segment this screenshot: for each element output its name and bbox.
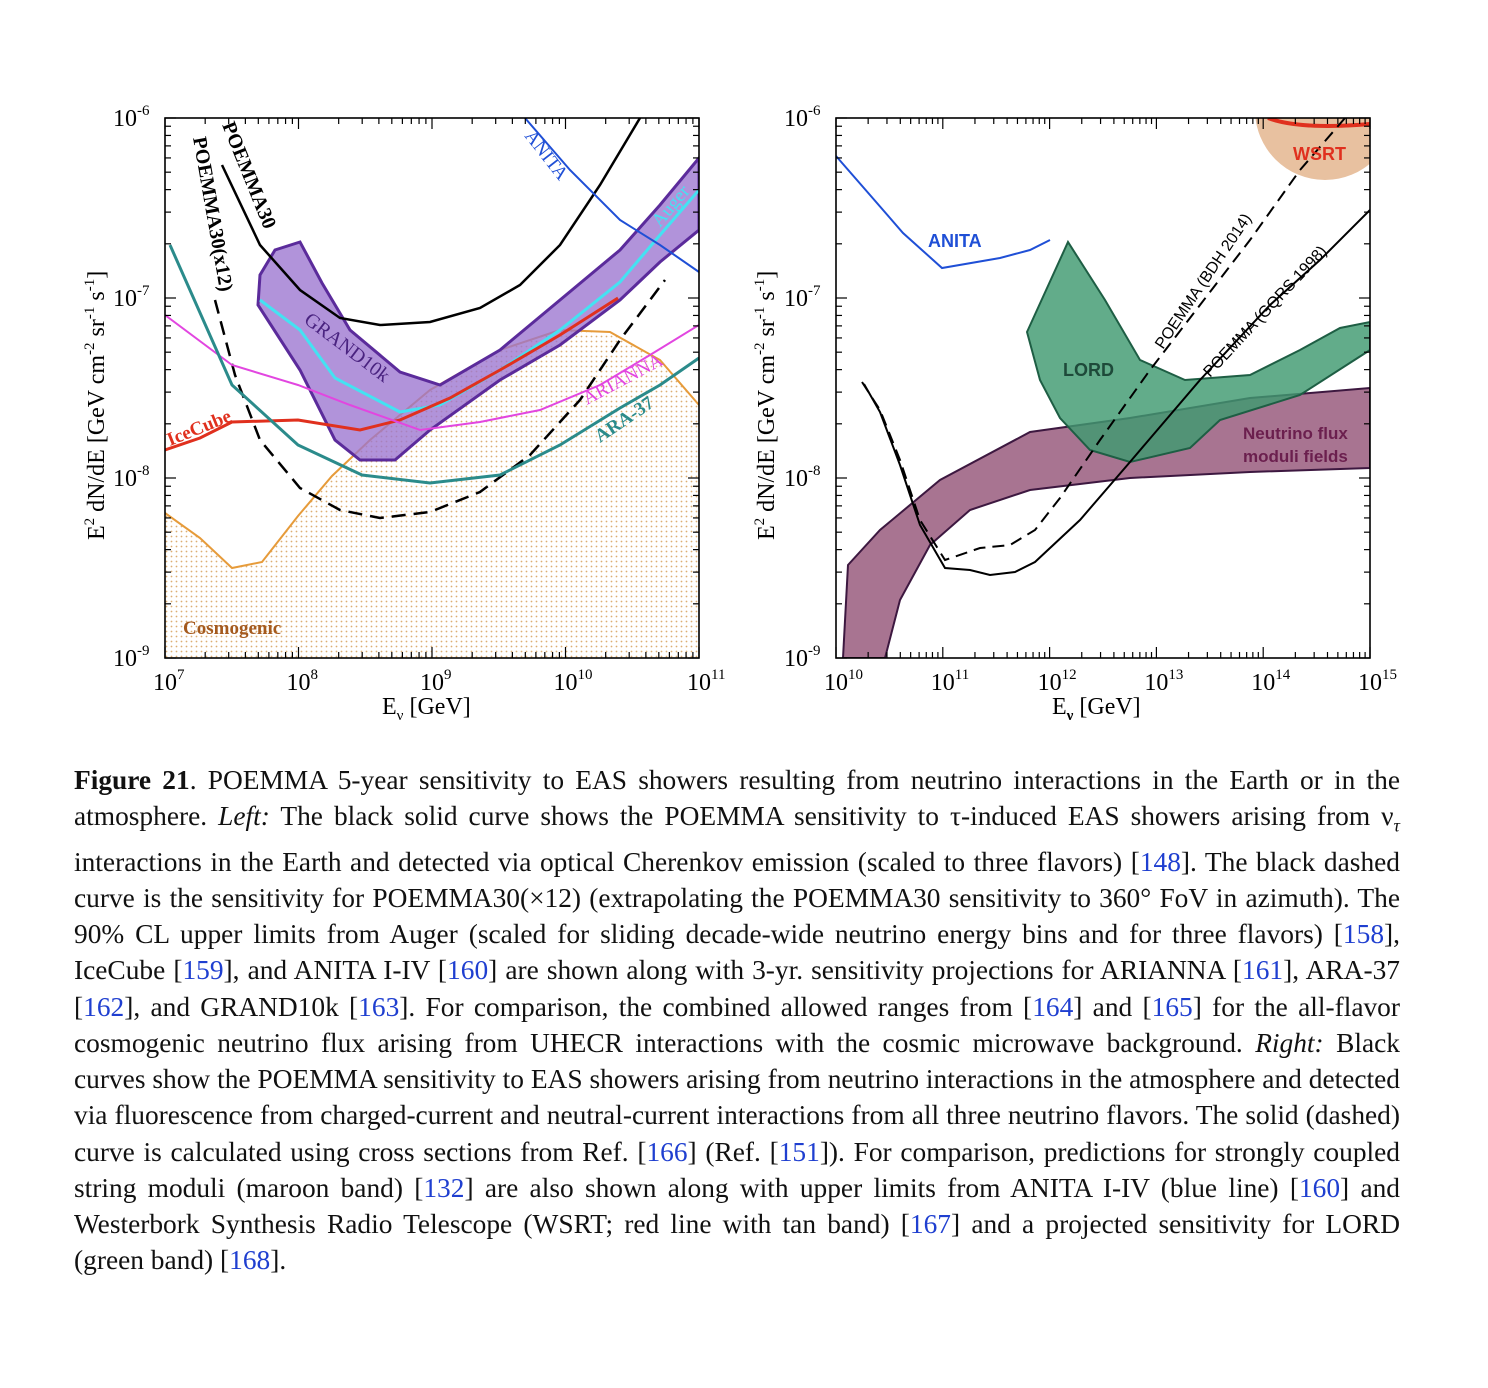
ref-159[interactable]: 159 <box>182 955 224 986</box>
caption-text: ]. The black dashed curve is the sensiti… <box>74 846 1400 950</box>
ref-163[interactable]: 163 <box>358 991 400 1022</box>
left-x-tick-label: 109 <box>420 667 452 696</box>
ref-167[interactable]: 167 <box>909 1208 951 1239</box>
label-icecube: IceCube <box>164 406 235 451</box>
ref-162[interactable]: 162 <box>83 991 125 1022</box>
right-y-tick-label: 10-6 <box>784 103 821 132</box>
poemma-bdh-curve <box>861 118 1346 562</box>
ref-168[interactable]: 168 <box>229 1245 271 1276</box>
right-axis-ticks: 1010 1011 1012 1013 1014 1015 10-6 10-7 10-8 10-9 <box>784 103 1397 696</box>
left-y-tick-label: 10-9 <box>113 643 150 672</box>
label-anita-left: ANITA <box>520 126 572 185</box>
right-panel: 1010 1011 1012 1013 1014 1015 10-6 10-7 10-8 10-9… <box>752 103 1397 724</box>
wsrt-curve <box>1267 118 1370 128</box>
cosmogenic-band <box>165 330 699 658</box>
caption-text: . POEMMA 5-year sensitivity to EAS showe… <box>74 765 1400 832</box>
caption-text: ], IceCube [ <box>74 919 1400 986</box>
left-y-tick-label: 10-6 <box>113 103 150 132</box>
grand10k-band <box>256 155 699 462</box>
label-moduli-2: moduli fields <box>1243 447 1348 466</box>
caption-text: ]). For comparison, predictions for stro… <box>74 1136 1400 1203</box>
left-x-tick-label: 108 <box>287 667 319 696</box>
lord-band <box>1025 239 1370 464</box>
right-y-axis-label: E2 dN/dE [GeV cm-2 sr-1 s-1] <box>752 271 780 540</box>
caption-text: The black solid curve shows the POEMMA s… <box>269 801 1394 832</box>
caption-text: ] (Ref. [ <box>687 1136 779 1167</box>
right-x-tick-label: 1015 <box>1358 667 1397 696</box>
ref-151[interactable]: 151 <box>778 1136 820 1167</box>
label-lord: LORD <box>1063 360 1114 380</box>
label-anita-right: ANITA <box>928 231 982 251</box>
poemma-gqrs-curve <box>863 209 1370 577</box>
label-poemma30x12: POEMMA30(x12) <box>188 135 237 293</box>
ref-132[interactable]: 132 <box>423 1172 465 1203</box>
caption-subscript: τ <box>1393 815 1400 836</box>
icecube-curve <box>165 296 619 452</box>
ref-165[interactable]: 165 <box>1151 991 1193 1022</box>
right-x-tick-label: 1010 <box>824 667 863 696</box>
right-y-tick-label: 10-7 <box>784 283 821 312</box>
caption-label: Figure 21 <box>74 765 190 795</box>
right-x-tick-label: 1014 <box>1251 667 1291 696</box>
caption-right-label: Right: <box>1255 1027 1324 1058</box>
ref-158[interactable]: 158 <box>1342 919 1385 950</box>
arianna-curve <box>165 314 699 432</box>
ref-160[interactable]: 160 <box>447 955 489 986</box>
left-x-tick-label: 1010 <box>554 667 593 696</box>
caption-text: ] are shown along with 3-yr. sensitivity… <box>488 955 1243 986</box>
poemma30-curve <box>220 118 642 327</box>
figure-caption: Figure 21. POEMMA 5-year sensitivity to … <box>74 762 1400 1278</box>
ref-164[interactable]: 164 <box>1032 991 1074 1022</box>
caption-text: ]. <box>270 1245 287 1276</box>
left-y-axis-label: E2 dN/dE [GeV cm-2 sr-1 s-1] <box>82 271 110 540</box>
left-y-tick-label: 10-7 <box>113 283 150 312</box>
label-moduli-1: Neutrino flux <box>1243 424 1348 443</box>
right-x-tick-label: 1012 <box>1038 667 1077 696</box>
caption-text: interactions in the Earth and detected v… <box>74 846 1140 877</box>
left-panel: 107 108 109 1010 1011 10-6 10-7 10-8 10-9 POEMMA… <box>82 103 725 724</box>
ref-160-b[interactable]: 160 <box>1298 1172 1341 1203</box>
caption-text: ] for the all-flavor cosmogenic neutrino… <box>74 991 1400 1058</box>
caption-left-label: Left: <box>218 801 270 832</box>
caption-text: ] are also shown along with upper limits… <box>464 1172 1299 1203</box>
left-x-axis-label: Eν [GeV] <box>382 694 471 724</box>
ref-161[interactable]: 161 <box>1242 955 1284 986</box>
caption-text: ], and ANITA I-IV [ <box>223 955 448 986</box>
caption-text: ] and a projected sensitivity for LORD (… <box>74 1208 1400 1276</box>
caption-text: ], and GRAND10k [ <box>124 991 359 1022</box>
right-y-tick-label: 10-8 <box>784 463 821 492</box>
caption-text: ] and Westerbork Synthesis Radio Telesco… <box>74 1172 1400 1239</box>
right-x-tick-label: 1011 <box>931 667 969 696</box>
wsrt-band <box>1255 118 1370 180</box>
left-axis-ticks: 107 108 109 1010 1011 10-6 10-7 10-8 10-9 <box>113 103 725 696</box>
right-x-axis-label: Eν [GeV] <box>1052 694 1141 724</box>
ref-166[interactable]: 166 <box>646 1136 688 1167</box>
left-x-tick-label: 107 <box>153 667 185 696</box>
anita-curve <box>524 118 699 273</box>
left-x-tick-label: 1011 <box>687 667 725 696</box>
label-wsrt: WSRT <box>1293 144 1346 164</box>
right-y-tick-label: 10-9 <box>784 643 821 672</box>
caption-text: Black curves show the POEMMA sensitivity… <box>74 1027 1400 1167</box>
caption-text: ] and [ <box>1073 991 1152 1022</box>
right-x-tick-label: 1013 <box>1144 667 1183 696</box>
anita-right-curve <box>836 155 1051 270</box>
figure-21: 107 108 109 1010 1011 10-6 10-7 10-8 10-9 POEMMA… <box>82 103 1397 724</box>
ara37-curve <box>168 244 699 485</box>
right-plot-frame <box>835 117 1371 659</box>
caption-text: ]. For comparison, the combined allowed … <box>399 991 1033 1022</box>
moduli-band <box>841 386 1370 658</box>
ref-148[interactable]: 148 <box>1139 846 1181 877</box>
left-y-tick-label: 10-8 <box>113 463 150 492</box>
caption-text: ], ARA-37 [ <box>74 955 1400 1022</box>
label-cosmogenic: Cosmogenic <box>183 618 281 639</box>
poemma30x12-curve <box>213 279 666 520</box>
